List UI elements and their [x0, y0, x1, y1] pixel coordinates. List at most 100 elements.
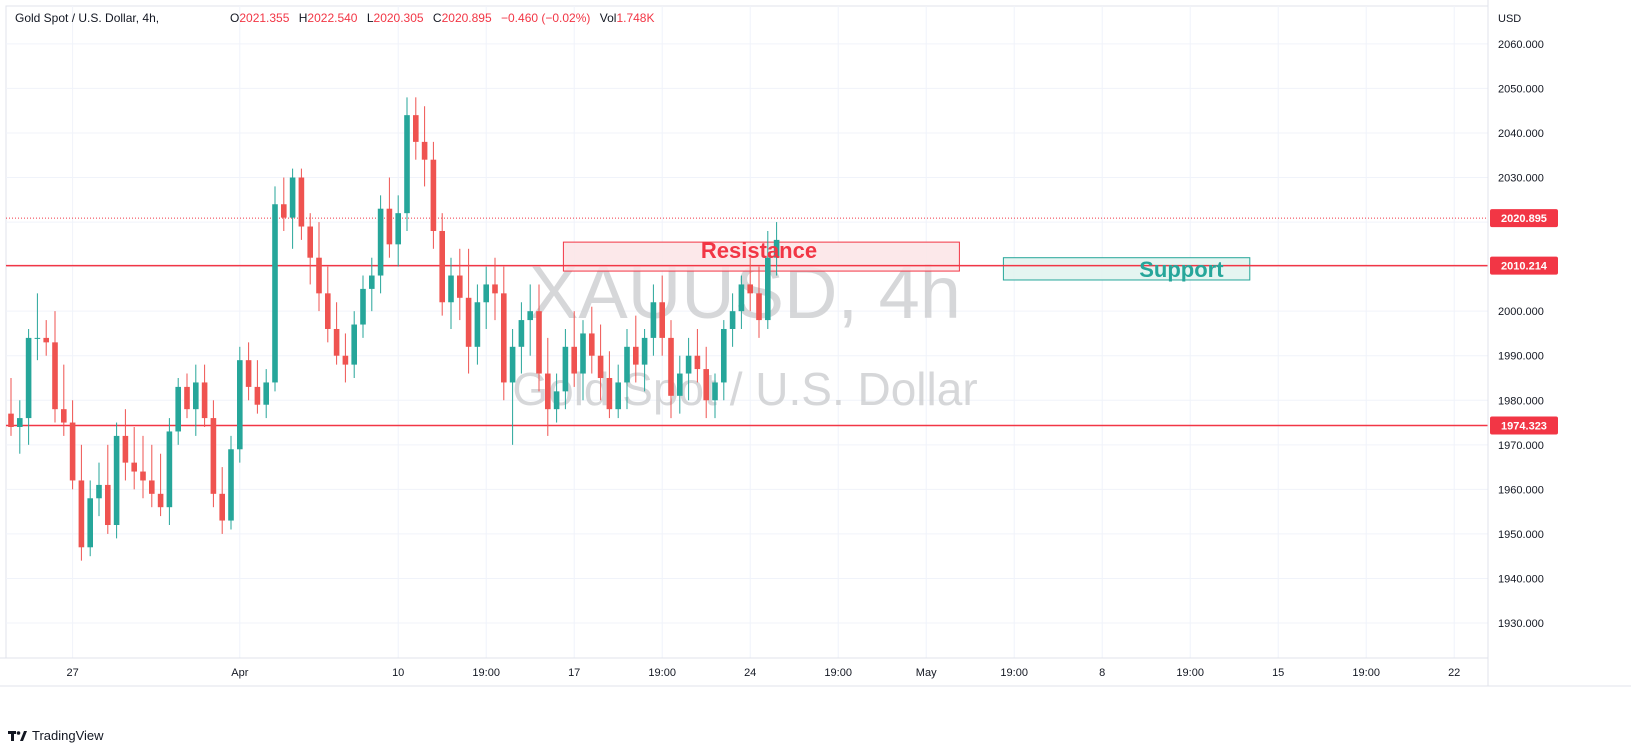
- price-tick-label: 1960.000: [1498, 484, 1544, 496]
- candle-body: [254, 386, 261, 405]
- candle-body: [501, 293, 507, 383]
- candle-body: [712, 382, 718, 401]
- last-price-tag: 2020.895: [1501, 213, 1547, 225]
- brand-name: TradingView: [32, 728, 104, 743]
- candle-body: [201, 382, 208, 419]
- candle-body: [122, 435, 129, 463]
- symbol-title[interactable]: Gold Spot / U.S. Dollar, 4h,: [15, 11, 160, 25]
- candle-body: [166, 431, 173, 508]
- chart-header: Gold Spot / U.S. Dollar, 4h,: [15, 11, 162, 25]
- candle-body: [395, 213, 401, 245]
- candle-body: [641, 337, 648, 365]
- candle-body: [219, 493, 225, 521]
- time-tick-label: 19:00: [1352, 667, 1380, 679]
- candle-body: [342, 355, 349, 365]
- currency-label: USD: [1498, 13, 1521, 25]
- candle-body: [509, 346, 516, 383]
- candle-body: [439, 230, 445, 303]
- candle-body: [245, 360, 252, 387]
- candle-body: [448, 275, 454, 303]
- price-tick-label: 2060.000: [1498, 39, 1544, 51]
- candle-body: [25, 337, 32, 419]
- candle-body: [606, 377, 613, 410]
- candle-body: [289, 177, 296, 218]
- candle-body: [721, 328, 727, 383]
- candle-body: [650, 302, 657, 338]
- price-tick-label: 2050.000: [1498, 83, 1544, 95]
- candle-body: [298, 177, 305, 227]
- candle-body: [571, 346, 577, 374]
- tradingview-logo-icon: [8, 730, 27, 741]
- candle-body: [131, 462, 137, 472]
- time-tick-label: 24: [744, 667, 756, 679]
- candle-body: [281, 204, 287, 218]
- ohlc-legend: O2021.355 H2022.540 L2020.305 C2020.895 …: [230, 11, 660, 25]
- candle-body: [184, 386, 190, 410]
- candle-body: [17, 418, 23, 427]
- candle-body: [140, 471, 146, 481]
- time-tick-label: Apr: [231, 667, 248, 679]
- candle-body: [377, 208, 384, 276]
- tradingview-brand[interactable]: TradingView: [8, 728, 104, 743]
- candle-body: [175, 386, 181, 432]
- candle-body: [474, 302, 481, 347]
- price-tick-label: 2030.000: [1498, 173, 1544, 185]
- candle-body: [633, 346, 639, 365]
- candle-body: [8, 413, 14, 427]
- candle-body: [659, 302, 665, 338]
- candle-body: [615, 382, 621, 410]
- price-tick-label: 1980.000: [1498, 395, 1544, 407]
- candle-body: [210, 418, 217, 494]
- time-tick-label: 8: [1099, 667, 1105, 679]
- price-tick-label: 1940.000: [1498, 573, 1544, 585]
- candle-body: [272, 204, 278, 383]
- level-price-tag-2-bg: [1490, 416, 1558, 435]
- candle-body: [685, 355, 692, 374]
- candle-body: [69, 422, 76, 481]
- price-tick-label: 2000.000: [1498, 306, 1544, 318]
- close-value: 2020.895: [441, 11, 492, 25]
- low-label: L: [366, 11, 374, 25]
- candle-body: [738, 284, 745, 312]
- candle-body: [483, 284, 489, 303]
- candle-body: [580, 333, 586, 374]
- candle-body: [756, 293, 762, 321]
- candle-body: [34, 337, 41, 339]
- candle-body: [78, 480, 85, 548]
- support-label: Support: [1139, 257, 1224, 282]
- candle-body: [703, 369, 709, 401]
- candle-body: [351, 324, 357, 365]
- time-tick-label: 19:00: [648, 667, 676, 679]
- candle-body: [228, 449, 234, 521]
- last-price-tag-bg: [1490, 209, 1558, 228]
- price-tick-label: 1970.000: [1498, 440, 1544, 452]
- time-tick-label: 19:00: [472, 667, 500, 679]
- candle-body: [369, 275, 375, 289]
- plot-area: [5, 5, 1489, 659]
- candle-body: [105, 484, 111, 526]
- price-tick-label: 2040.000: [1498, 128, 1544, 140]
- resistance-label: Resistance: [701, 238, 817, 263]
- candle-body: [333, 328, 340, 356]
- price-tick-label: 1950.000: [1498, 529, 1544, 541]
- open-value: 2021.355: [239, 11, 290, 25]
- time-tick-label: 15: [1272, 667, 1284, 679]
- candle-body: [360, 288, 366, 325]
- level-price-tag-1: 2010.214: [1501, 261, 1548, 273]
- open-label: O: [230, 11, 240, 25]
- time-tick-label: 19:00: [1176, 667, 1204, 679]
- candle-body: [597, 355, 604, 378]
- candle-body: [96, 484, 102, 499]
- candle-body: [316, 257, 322, 294]
- candle-body: [668, 337, 674, 396]
- candle-body: [421, 141, 428, 160]
- candle-body: [43, 337, 49, 343]
- high-value: 2022.540: [307, 11, 358, 25]
- candle-body: [193, 382, 199, 410]
- time-tick-label: May: [916, 667, 937, 679]
- candle-body: [61, 409, 67, 423]
- candle-body: [87, 498, 93, 548]
- time-tick-label: 10: [392, 667, 404, 679]
